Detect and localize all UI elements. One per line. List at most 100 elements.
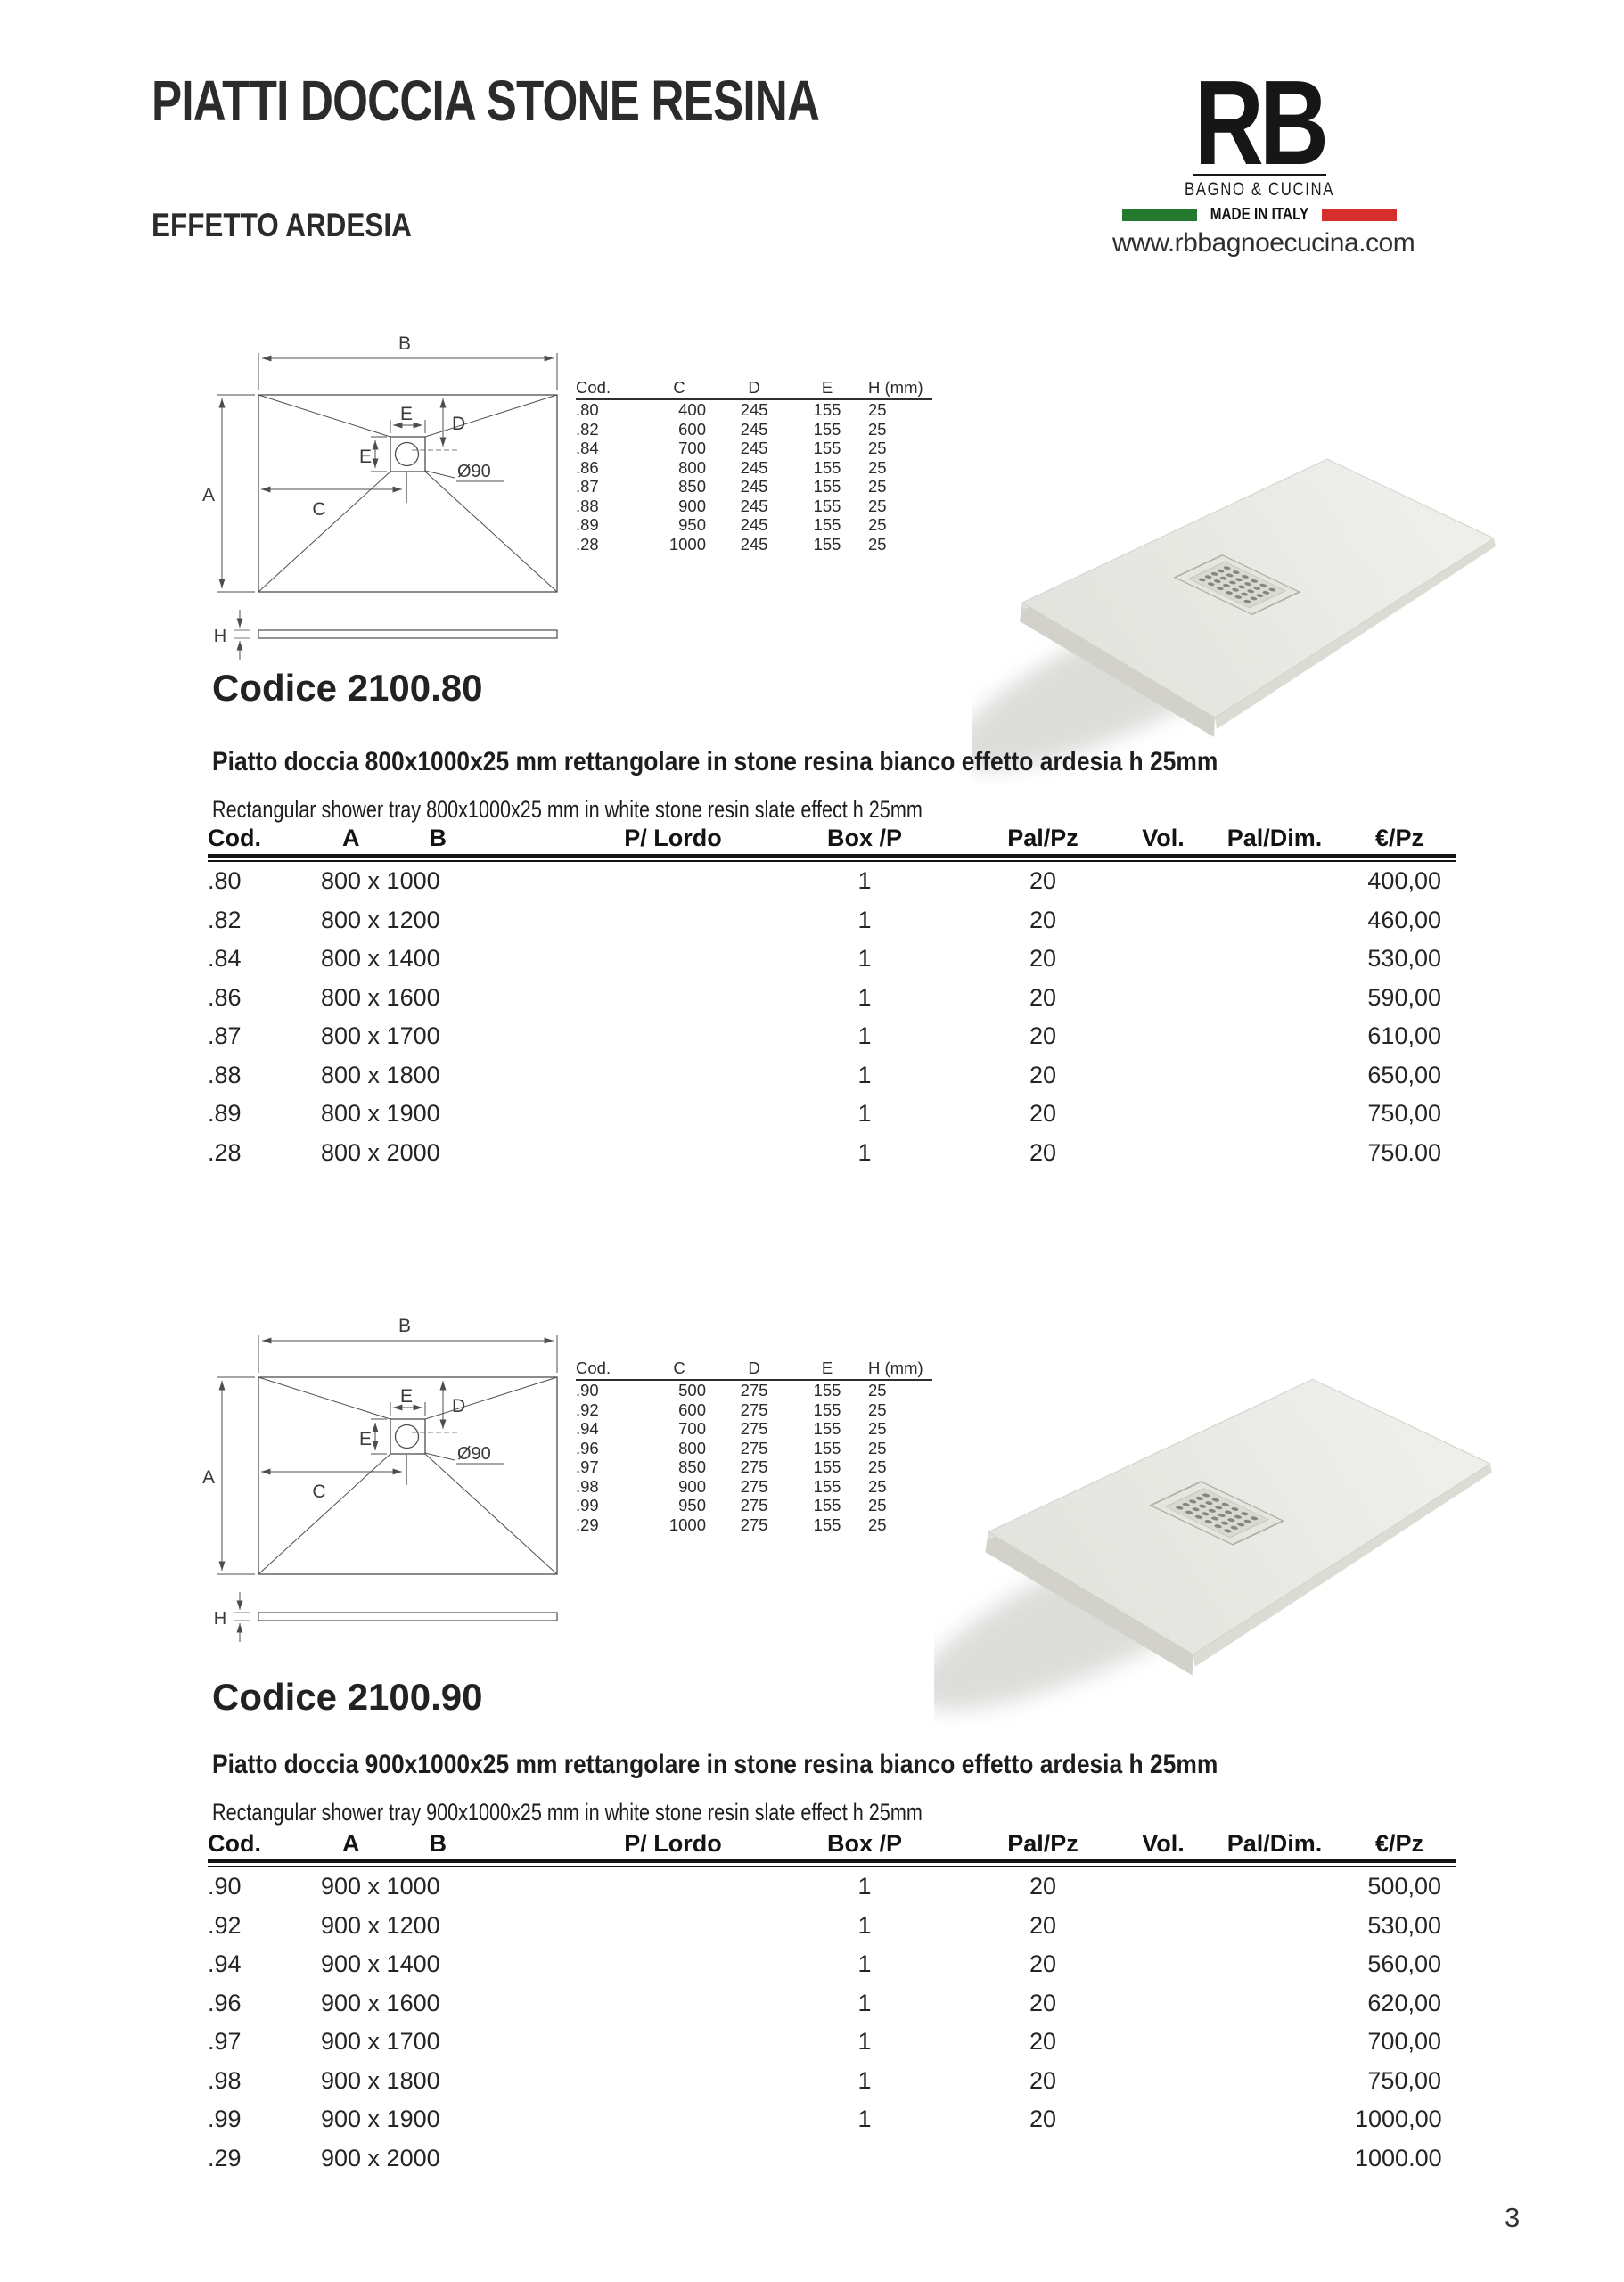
page-number: 3: [1505, 2202, 1521, 2233]
brand-logo: RB BAGNO & CUCINA MADE IN ITALY www.rbba…: [1112, 55, 1415, 259]
price-cell-palpz: 20: [1029, 906, 1057, 933]
price-cell-palpz: 20: [1029, 1100, 1057, 1127]
dim-cell-d: 245: [740, 457, 768, 477]
price-cell-size: 800 x 1800: [321, 1061, 440, 1088]
price-cell-vol: [1132, 1984, 1194, 2023]
dimensions-row: .92 600 275 155 25: [576, 1400, 932, 1420]
dim-label-c: C: [312, 1482, 325, 1502]
dimensions-table-header: Cod. C D E H (mm): [576, 378, 932, 400]
price-row: .80 800 x 1000 1 20 400,00: [208, 862, 1456, 901]
price-cell-cod: .80: [208, 867, 242, 894]
dim-cell-c: 500: [678, 1381, 706, 1400]
dim-cell-c: 600: [678, 419, 706, 439]
price-cell-box: 1: [857, 2106, 872, 2132]
logo-initials: RB: [1193, 55, 1329, 190]
dim-cell-cod: .99: [576, 1496, 599, 1514]
dim-cell-e: 155: [813, 534, 841, 554]
dim-cell-cod: .98: [576, 1476, 599, 1496]
dim-cell-e: 155: [813, 1496, 841, 1514]
price-cell-price: 750,00: [1367, 2066, 1441, 2094]
price-cell-price: 400,00: [1367, 867, 1441, 894]
price-cell-size: 800 x 1900: [321, 1100, 440, 1127]
dim-cell-cod: .92: [576, 1400, 599, 1419]
price-cell-paldim: [1194, 1907, 1355, 1946]
dim-cell-h: 25: [868, 1457, 887, 1476]
price-header-b: B: [429, 825, 447, 851]
dim-cell-c: 800: [678, 1438, 706, 1457]
price-cell-size: 800 x 1700: [321, 1022, 440, 1049]
price-cell-box: 1: [857, 945, 872, 972]
price-cell-vol: [1132, 2100, 1194, 2139]
dim-cell-h: 25: [868, 1400, 887, 1419]
price-row: .92 900 x 1200 1 20 530,00: [208, 1907, 1456, 1946]
price-header-ab: A B: [321, 1827, 570, 1859]
dimensions-table-2: Cod. C D E H (mm) .90 500 275 155 25 .92…: [576, 1359, 932, 1534]
dim-cell-cod: .88: [576, 496, 599, 515]
price-cell-paldim: [1194, 901, 1355, 940]
price-row: .28 800 x 2000 1 20 750.00: [208, 1134, 1456, 1173]
price-row: .89 800 x 1900 1 20 750,00: [208, 1095, 1456, 1134]
price-cell-cod: .84: [208, 945, 242, 972]
dimensions-row: .80 400 245 155 25: [576, 400, 932, 420]
price-cell-size: 800 x 1400: [321, 945, 440, 972]
description-it-1: Piatto doccia 800x1000x25 mm rettangolar…: [212, 747, 1218, 776]
price-cell-box: [775, 2139, 954, 2179]
dim-header-h: H (mm): [868, 1359, 923, 1377]
price-cell-cod: .97: [208, 2028, 242, 2055]
dimensions-table-1: Cod. C D E H (mm) .80 400 245 155 25 .82…: [576, 378, 932, 554]
website-url: www.rbbagnoecucina.com: [1112, 228, 1415, 258]
price-cell-box: 1: [857, 906, 872, 933]
description-en-2: Rectangular shower tray 900x1000x25 mm i…: [212, 1799, 923, 1826]
price-cell-size: 800 x 1600: [321, 983, 440, 1011]
dim-cell-h: 25: [868, 419, 887, 439]
price-cell-cod: .90: [208, 1873, 242, 1900]
price-header-box: Box /P: [826, 1830, 903, 1857]
price-cell-cod: .98: [208, 2066, 242, 2094]
price-table-header: Cod. A B P/ Lordo Box /P Pal/Pz Vol. Pal…: [208, 822, 1456, 854]
price-cell-paldim: [1194, 1095, 1355, 1134]
price-header-paldim: Pal/Dim.: [1226, 1830, 1323, 1857]
dim-label-drain: Ø90: [457, 1444, 491, 1464]
price-cell-palpz: 20: [1029, 1138, 1057, 1166]
dim-header-e: E: [821, 378, 833, 397]
dim-cell-h: 25: [868, 534, 887, 554]
dim-header-c: C: [673, 1359, 685, 1377]
product-photo-1: [972, 401, 1524, 784]
price-cell-palpz: 20: [1029, 1911, 1057, 1939]
price-header-a: A: [342, 825, 360, 851]
dim-header-cod: Cod.: [576, 378, 611, 397]
price-cell-size: 900 x 1200: [321, 1911, 440, 1939]
price-cell-vol: [1132, 1017, 1194, 1056]
price-cell-price: 560,00: [1367, 1950, 1441, 1977]
price-header-vol: Vol.: [1142, 825, 1185, 851]
price-cell-palpz: 20: [1029, 983, 1057, 1011]
dim-cell-e: 155: [813, 477, 841, 496]
price-cell-paldim: [1194, 1867, 1355, 1907]
price-row: .96 900 x 1600 1 20 620,00: [208, 1984, 1456, 2023]
price-row: .97 900 x 1700 1 20 700,00: [208, 2023, 1456, 2062]
price-cell-size: 900 x 1400: [321, 1950, 440, 1977]
dim-cell-e: 155: [813, 1419, 841, 1438]
price-cell-vol: [1132, 862, 1194, 901]
price-cell-palpz: 20: [1029, 1950, 1057, 1977]
price-header-cod: Cod.: [208, 1830, 261, 1857]
price-cell-box: 1: [857, 1022, 872, 1049]
dim-label-a: A: [202, 1467, 215, 1488]
price-cell-lordo: [570, 1017, 775, 1056]
dimensions-row: .86 800 245 155 25: [576, 458, 932, 478]
price-header-eur: €/Pz: [1374, 825, 1423, 851]
price-row: .98 900 x 1800 1 20 750,00: [208, 2062, 1456, 2101]
dimensions-row: .29 1000 275 155 25: [576, 1515, 932, 1535]
price-cell-cod: .88: [208, 1061, 242, 1088]
dim-cell-h: 25: [868, 477, 887, 496]
dim-cell-d: 275: [740, 1419, 768, 1438]
price-cell-paldim: [1194, 2139, 1355, 2179]
page-title: PIATTI DOCCIA STONE RESINA: [152, 69, 820, 133]
price-cell-box: 1: [857, 2066, 872, 2094]
price-cell-size: 900 x 1800: [321, 2066, 440, 2094]
price-cell-palpz: 20: [1029, 867, 1057, 894]
dim-cell-c: 700: [678, 1419, 706, 1438]
dimensions-row: .82 600 245 155 25: [576, 420, 932, 439]
dim-cell-d: 245: [740, 534, 768, 554]
dim-label-d: D: [452, 414, 465, 434]
